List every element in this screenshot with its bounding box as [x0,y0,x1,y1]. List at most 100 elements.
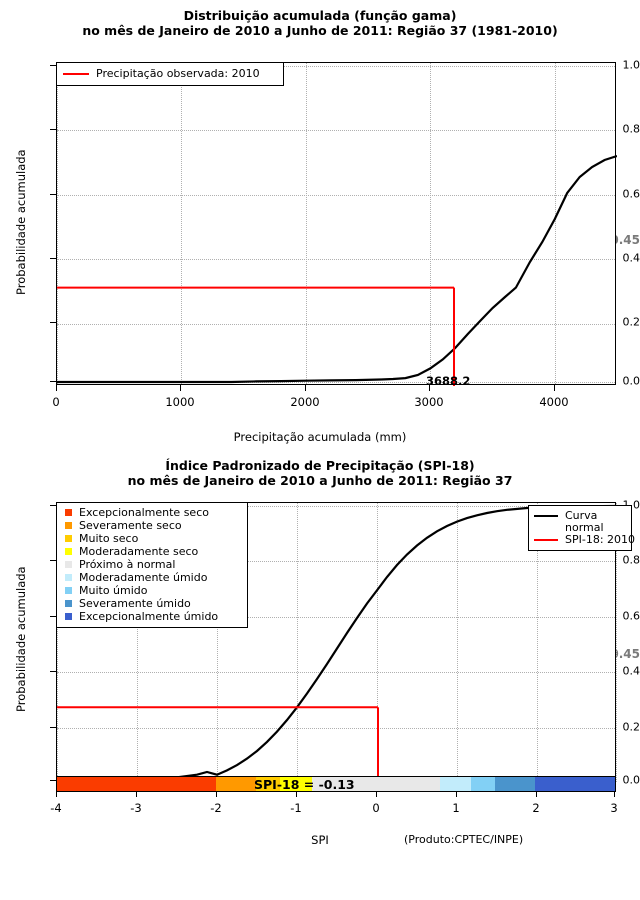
top-xtick-mark [180,385,181,391]
colorbar-segment-muito-seco [256,777,281,791]
top-xtick-mark [429,385,430,391]
top-ytick-mark [50,381,56,382]
top-highlight-ytick-0_45: 0.45 [610,233,640,247]
top-chart-curve-svg [57,154,617,386]
bottom-xtick-2: 2 [532,801,540,815]
color-swatch-icon [65,548,72,555]
bottom-xtick-mark [536,791,537,797]
bottom-ytick-mark [50,780,56,781]
top-ytick-0_4: 0.4 [622,251,640,265]
spi-classification-colorbar [56,776,616,792]
bottom-xtick-mark [216,791,217,797]
bottom-ytick-0_2: 0.2 [622,720,640,734]
top-ytick-0_8: 0.8 [622,122,640,136]
bottom-xtick-3: 3 [610,801,618,815]
bottom-chart-title-line2: no mês de Janeiro de 2010 a Junho de 201… [127,473,513,488]
bottom-xtick-mark [614,791,615,797]
legend-item-excepcionalmente-umido: Excepcionalmente úmido [61,610,243,623]
bottom-ytick-0_4: 0.4 [622,664,640,678]
colorbar-segment-excepcionalmente-seco [57,777,217,791]
bottom-chart-curve-svg [57,504,617,784]
legend-item-muito-umido: Muito úmido [61,584,243,597]
legend-spacer [534,527,558,529]
bottom-ytick-mark [50,727,56,728]
top-xtick-0: 0 [52,395,60,409]
colorbar-segment-moderadamente-seco [280,777,313,791]
legend-label: Severamente seco [79,518,182,532]
bottom-xtick-1: 1 [452,801,460,815]
top-ytick-0_2: 0.2 [622,315,640,329]
bottom-xtick-neg2: -2 [210,801,222,815]
top-chart-xlabel: Precipitação acumulada (mm) [233,430,407,444]
top-chart-title-line2: no mês de Janeiro de 2010 a Junho de 201… [82,23,558,38]
top-chart-title-line1: Distribuição acumulada (função gama) [183,8,457,23]
legend-item-excepcionalmente-seco: Excepcionalmente seco [61,506,243,519]
legend-label: Muito seco [79,531,139,545]
bottom-ytick-0_0: 0.0 [622,773,640,787]
legend-label: Curva [565,509,598,522]
gamma-distribution-panel: Distribuição acumulada (função gama) no … [14,8,640,444]
top-ytick-0_0: 0.0 [622,374,640,388]
bottom-xtick-mark [296,791,297,797]
red-line-icon [63,72,89,75]
bottom-xtick-neg1: -1 [290,801,302,815]
color-swatch-icon [65,509,72,516]
bottom-chart-curve-legend: Curva normal SPI-18: 2010 [528,505,636,551]
top-ytick-0_6: 0.6 [622,187,640,201]
legend-item-severamente-seco: Severamente seco [61,519,243,532]
top-xtick-3000: 3000 [414,395,444,409]
top-xtick-mark [305,385,306,391]
top-chart-legend: Precipitação observada: 2010 [56,62,284,86]
legend-label: Muito úmido [79,583,148,597]
bottom-ytick-mark [50,560,56,561]
top-ytick-mark [50,322,56,323]
bottom-chart-ylabel: Probabilidade acumulada [14,566,28,712]
product-credit: (Produto:CPTEC/INPE) [404,833,524,846]
top-chart-marker-value: 3688.2 [426,374,471,388]
color-swatch-icon [65,522,72,529]
bottom-chart-title: Índice Padronizado de Precipitação (SPI-… [0,458,640,488]
bottom-xtick-neg4: -4 [50,801,62,815]
top-ytick-mark [50,194,56,195]
bottom-chart-title-line1: Índice Padronizado de Precipitação (SPI-… [165,458,475,473]
legend-label: Excepcionalmente seco [79,505,209,519]
red-line-icon [534,539,558,541]
bottom-xtick-neg3: -3 [130,801,142,815]
colorbar-segment-severamente-seco [216,777,257,791]
legend-item-curva-normal: Curva [534,510,626,522]
colorbar-segment-severamente-umido [495,777,536,791]
legend-item-proximo-a-normal: Próximo à normal [61,558,243,571]
normal-cdf-curve [57,504,617,783]
top-xtick-2000: 2000 [290,395,320,409]
legend-item-severamente-umido: Severamente úmido [61,597,243,610]
top-ytick-1_0: 1.0 [622,58,640,72]
top-chart-plot-area: Precipitação observada: 2010 [56,62,617,386]
legend-item-moderadamente-umido: Moderadamente úmido [61,571,243,584]
spi-index-panel: Índice Padronizado de Precipitação (SPI-… [0,450,640,900]
legend-item-curva-normal-line2: normal [534,522,626,534]
top-xtick-mark [56,385,57,391]
color-swatch-icon [65,600,72,607]
legend-label: Severamente úmido [79,596,191,610]
bottom-ytick-0_6: 0.6 [622,609,640,623]
bottom-ytick-mark [50,616,56,617]
legend-label: SPI-18: 2010 [565,533,636,546]
legend-label: Moderadamente seco [79,544,199,558]
legend-item-observed-precipitation: Precipitação observada: 2010 [63,67,277,80]
top-ytick-mark [50,129,56,130]
colorbar-segment-excepcionalmente-umido [535,777,615,791]
top-chart-ylabel: Probabilidade acumulada [14,149,28,295]
bottom-ytick-mark [50,505,56,506]
black-line-icon [534,515,558,517]
top-xtick-1000: 1000 [165,395,195,409]
bottom-xtick-mark [56,791,57,797]
bottom-highlight-ytick-0_45: 0.45 [610,647,640,661]
bottom-xtick-mark [456,791,457,797]
bottom-xtick-0: 0 [372,801,380,815]
legend-item-muito-seco: Muito seco [61,532,243,545]
bottom-chart-xlabel: SPI [311,833,329,847]
colorbar-segment-muito-umido [471,777,496,791]
top-xtick-4000: 4000 [539,395,569,409]
legend-label: Excepcionalmente úmido [79,609,219,623]
color-swatch-icon [65,587,72,594]
